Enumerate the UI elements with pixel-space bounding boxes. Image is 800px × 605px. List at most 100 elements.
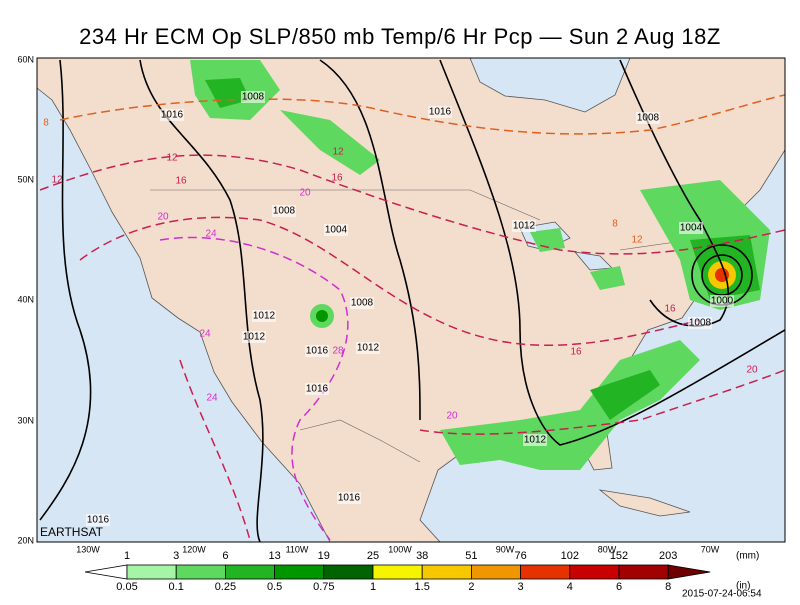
credit: EARTHSAT — [40, 525, 104, 539]
pressure-label: 1008 — [242, 92, 265, 103]
mm-label: 19 — [318, 550, 330, 562]
pressure-label-bg — [356, 342, 380, 354]
colorbar-cap-left — [84, 564, 128, 580]
title: 234 Hr ECM Op SLP/850 mb Temp/6 Hr Pcp —… — [79, 24, 721, 49]
pressure-label: 1016 — [338, 493, 361, 504]
colorbar-segment — [520, 564, 571, 580]
map-area — [37, 58, 785, 542]
colorbar-segment — [470, 564, 521, 580]
in-unit: (in) — [736, 581, 750, 592]
pressure-label: 1012 — [253, 311, 276, 322]
temperature-label: 12 — [332, 147, 344, 158]
colorbar-segment — [126, 564, 177, 580]
temperature-label: 20 — [157, 212, 169, 223]
mm-label: 51 — [465, 550, 477, 562]
lat-label: 20N — [17, 535, 34, 545]
in-label: 1 — [370, 581, 376, 593]
cuba — [598, 489, 691, 517]
temperature-contours — [39, 94, 785, 541]
temperature-label: 20 — [299, 188, 311, 199]
pressure-label-bg — [688, 317, 712, 329]
pressure-label-bg — [679, 222, 703, 234]
pressure-label-bg — [86, 514, 110, 526]
lon-label: 130W — [76, 544, 100, 554]
temperature-label: 16 — [175, 176, 187, 187]
pressure-label: 1012 — [524, 435, 547, 446]
mm-label: 6 — [222, 550, 228, 562]
pressure-label: 1008 — [351, 298, 374, 309]
colorbar-segment — [569, 564, 620, 580]
temperature-label: 16 — [664, 304, 676, 315]
pressure-label: 1012 — [243, 332, 266, 343]
lon-label: 90W — [496, 544, 515, 554]
mm-label: 3 — [173, 550, 179, 562]
pressure-label: 1008 — [273, 206, 296, 217]
timestamp: 2015-07-24-06:54 — [682, 589, 762, 600]
pressure-label-bg — [242, 331, 266, 343]
pressure-label-bg — [710, 295, 734, 307]
mm-label: 152 — [610, 550, 628, 562]
temperature-label: 12 — [166, 153, 178, 164]
mm-label: 1 — [124, 550, 130, 562]
in-label: 0.05 — [116, 581, 137, 593]
temperature-label: 24 — [205, 229, 217, 240]
pressure-label: 1016 — [161, 110, 184, 121]
in-label: 8 — [665, 581, 671, 593]
temperature-label: 12 — [51, 175, 63, 186]
in-label: 0.25 — [215, 581, 236, 593]
lon-label: 100W — [388, 544, 412, 554]
temperature-label: 12 — [631, 235, 643, 246]
lat-label: 40N — [17, 294, 34, 304]
pressure-label-bg — [512, 220, 536, 232]
pressure-label-bg — [305, 383, 329, 395]
in-label: 4 — [567, 581, 573, 593]
precip — [190, 60, 770, 470]
in-label: 0.5 — [267, 581, 282, 593]
in-label: 1.5 — [415, 581, 430, 593]
mm-label: 38 — [416, 550, 428, 562]
temperature-label: 20 — [746, 365, 758, 376]
pressure-label-bg — [523, 434, 547, 446]
colorbar-cap-right — [667, 564, 711, 580]
pressure-label: 1012 — [513, 221, 536, 232]
mm-label: 76 — [514, 550, 526, 562]
pressure-label-bg — [428, 106, 452, 118]
pressure-label: 1008 — [637, 113, 660, 124]
pressure-label: 1004 — [325, 225, 348, 236]
lat-label: 30N — [17, 415, 34, 425]
temperature-label: 16 — [570, 347, 582, 358]
colorbar-segment — [618, 564, 669, 580]
pressure-label: 1016 — [306, 346, 329, 357]
temperature-label: 16 — [331, 173, 343, 184]
in-label: 0.75 — [313, 581, 334, 593]
lat-label: 60N — [17, 54, 34, 64]
pressure-label-bg — [305, 345, 329, 357]
colorbar-segment — [323, 564, 374, 580]
pressure-label: 1000 — [711, 296, 734, 307]
pressure-label: 1016 — [87, 515, 110, 526]
pressure-label-bg — [160, 109, 184, 121]
pressure-label: 1012 — [357, 343, 380, 354]
lon-label: 110W — [286, 544, 309, 554]
colorbar-segment — [372, 564, 423, 580]
temperature-label: 8 — [43, 118, 49, 129]
in-label: 6 — [616, 581, 622, 593]
colorbar-segment — [274, 564, 325, 580]
temperature-label: 24 — [206, 393, 218, 404]
colorbar-segment — [421, 564, 472, 580]
lon-label: 80W — [598, 544, 617, 554]
pressure-label: 1016 — [306, 384, 329, 395]
mm-label: 203 — [659, 550, 677, 562]
pressure-label-bg — [272, 205, 296, 217]
temperature-label: 8 — [612, 219, 618, 230]
lon-label: 120W — [182, 544, 206, 554]
isobars — [39, 59, 785, 542]
lat-label: 50N — [17, 174, 34, 184]
mm-label: 25 — [367, 550, 379, 562]
mm-label: 13 — [268, 550, 280, 562]
pressure-label-bg — [350, 297, 374, 309]
colorbar-segment — [175, 564, 226, 580]
pressure-label: 1016 — [429, 107, 452, 118]
